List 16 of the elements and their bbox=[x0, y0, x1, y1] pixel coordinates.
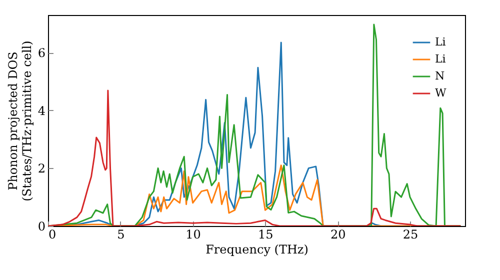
x-tick-label: 15 bbox=[258, 228, 274, 242]
x-tick-label: 20 bbox=[330, 228, 346, 242]
y-tick-label: 6 bbox=[38, 46, 46, 60]
y-tick-label: 2 bbox=[38, 162, 46, 176]
x-tick-label: 5 bbox=[117, 228, 125, 242]
legend-label: Li bbox=[435, 52, 446, 66]
legend-label: Li bbox=[435, 36, 446, 48]
legend-label: W bbox=[435, 86, 447, 100]
legend-label: N bbox=[435, 70, 445, 82]
x-tick-label: 10 bbox=[186, 228, 201, 242]
x-tick-label: 25 bbox=[402, 228, 418, 242]
y-axis-title: Phonon projected DOS (States/THz·primitive cell) bbox=[6, 40, 34, 202]
x-axis-title: Frequency (THz) bbox=[206, 242, 308, 256]
line-series bbox=[48, 90, 462, 226]
x-tick-label: 0 bbox=[48, 228, 56, 242]
y-tick-label: 4 bbox=[38, 104, 46, 118]
